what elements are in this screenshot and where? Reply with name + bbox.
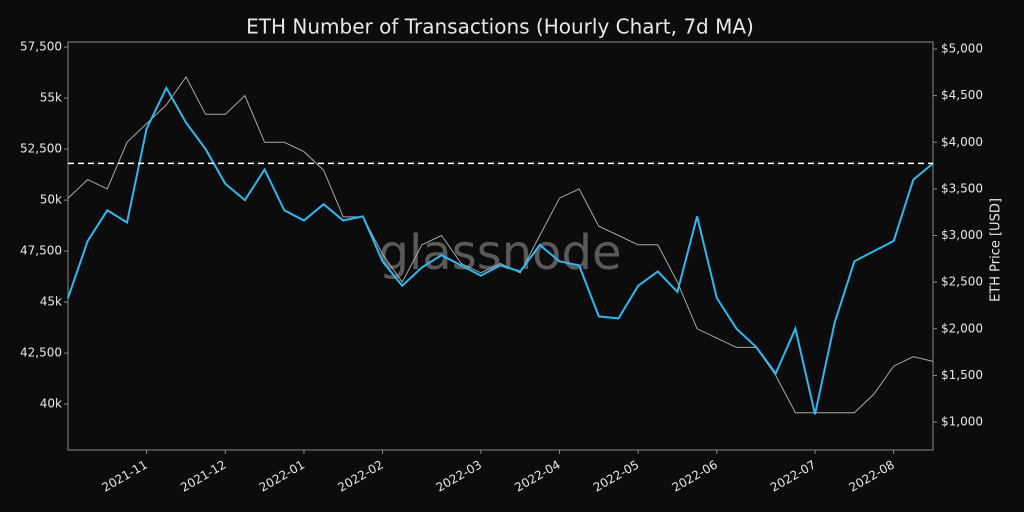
y-tick-label: 57,500 bbox=[20, 40, 62, 54]
y2-tick-label: $2,500 bbox=[941, 275, 983, 289]
y2-tick-label: $4,500 bbox=[941, 88, 983, 102]
y2-tick-label: $1,000 bbox=[941, 415, 983, 429]
y2-axis-label: ETH Price [USD] bbox=[989, 198, 1004, 302]
y2-tick-label: $2,000 bbox=[941, 321, 983, 335]
y-tick-label: 47,500 bbox=[20, 244, 62, 258]
y2-tick-label: $3,000 bbox=[941, 228, 983, 242]
y2-tick-label: $4,000 bbox=[941, 135, 983, 149]
data-line bbox=[67, 76, 934, 414]
y-tick-label: 52,500 bbox=[20, 142, 62, 156]
y-tick-label: 45k bbox=[40, 295, 62, 309]
y2-tick-label: $3,500 bbox=[941, 181, 983, 195]
y-tick-label: 40k bbox=[40, 397, 62, 411]
y-tick-label: 42,500 bbox=[20, 346, 62, 360]
data-line bbox=[67, 85, 934, 415]
y-tick-label: 50k bbox=[40, 193, 62, 207]
plot-frame bbox=[67, 41, 934, 451]
y-tick-label: 55k bbox=[40, 91, 62, 105]
y2-tick-label: $5,000 bbox=[941, 41, 983, 55]
chart-title: ETH Number of Transactions (Hourly Chart… bbox=[246, 15, 754, 39]
y2-tick-label: $1,500 bbox=[941, 368, 983, 382]
